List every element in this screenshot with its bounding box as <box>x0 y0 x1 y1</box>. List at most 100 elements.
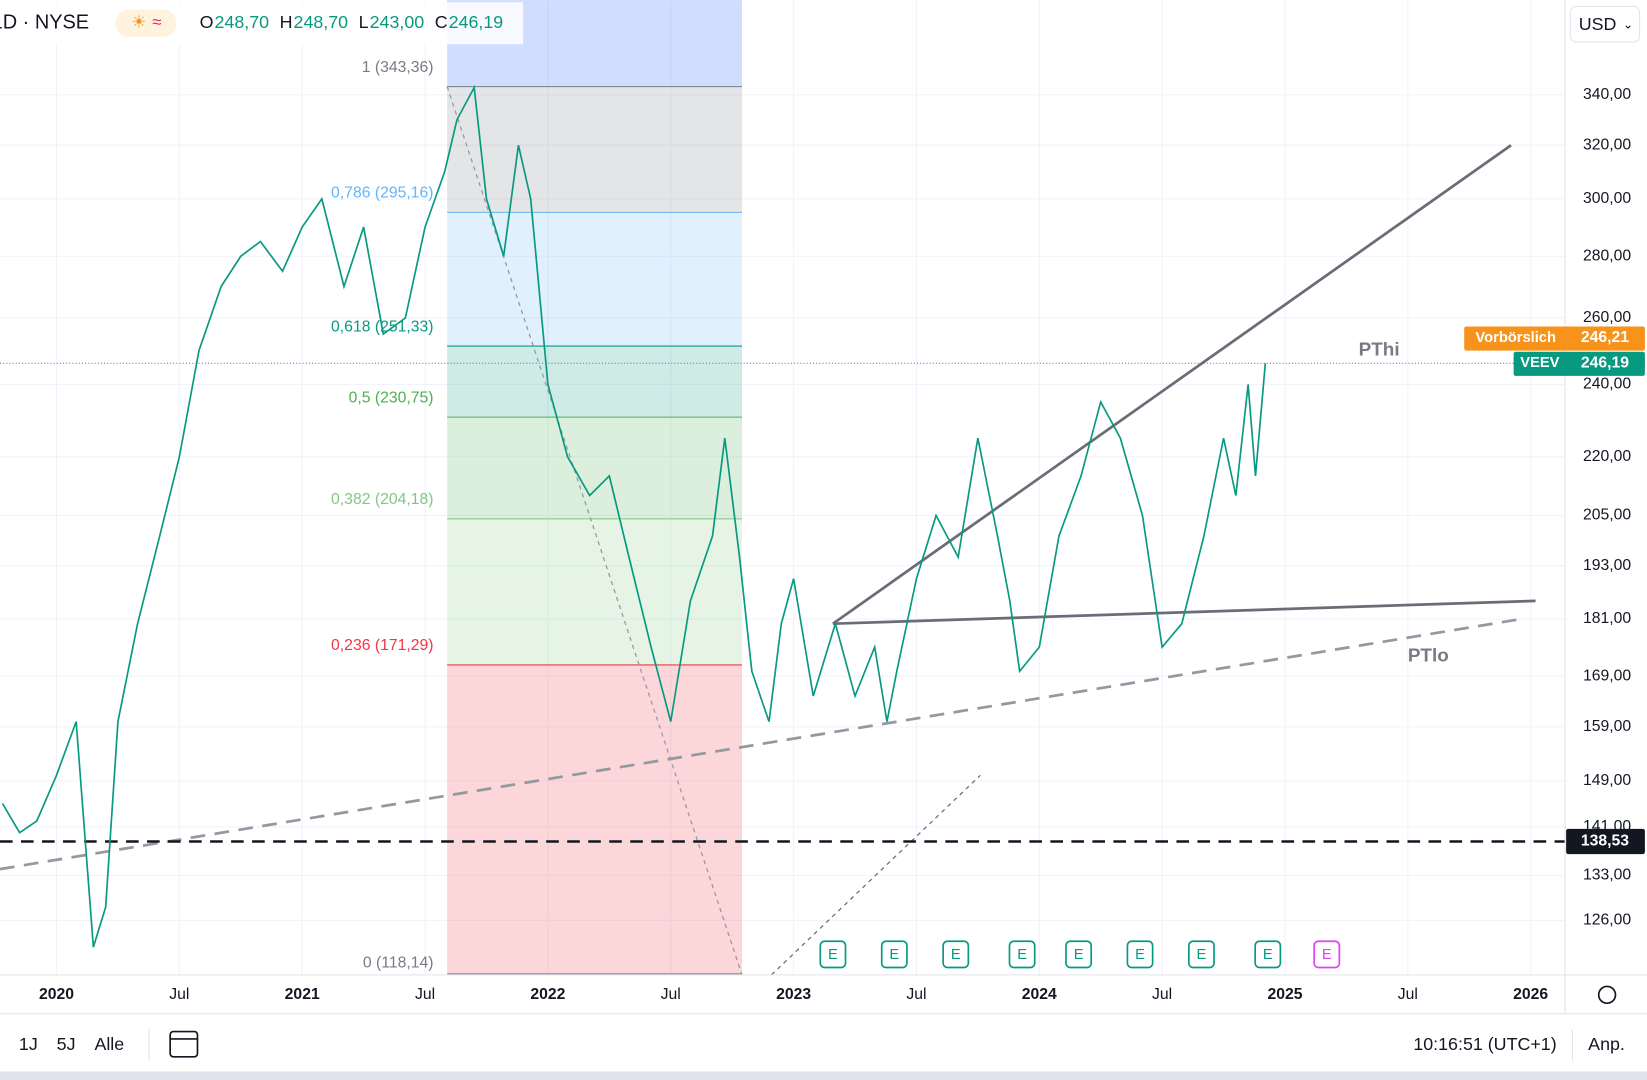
ohlc: O 248,70 H 248,70 L 243,00 C 246,19 <box>200 12 504 32</box>
x-tick-label: Jul <box>661 986 681 1003</box>
premarket-label: Vorbörslich <box>1475 330 1556 346</box>
x-tick-label: Jul <box>1398 986 1418 1003</box>
trend-line <box>771 774 981 976</box>
range-button[interactable]: 5J <box>57 1034 76 1054</box>
x-tick-label: Jul <box>415 986 435 1003</box>
calendar-icon[interactable] <box>169 1030 199 1058</box>
x-tick-label: 2025 <box>1267 986 1302 1003</box>
fib-zone <box>447 518 742 665</box>
y-tick-label: 320,00 <box>1583 136 1631 153</box>
earnings-label: E <box>1322 947 1332 963</box>
earnings-label: E <box>1135 947 1145 963</box>
earnings-marker[interactable] <box>1008 940 1036 969</box>
currency-button[interactable] <box>1569 5 1641 43</box>
sun-icon: ☀ <box>131 13 146 32</box>
earnings-marker[interactable] <box>880 940 908 969</box>
x-tick-label: 2022 <box>530 986 565 1003</box>
fib-label: 1 (343,36) <box>362 59 434 76</box>
x-tick-label: 2026 <box>1513 986 1548 1003</box>
trend-line <box>832 144 1512 625</box>
ohlc-value: 243,00 <box>370 12 425 32</box>
session-icon <box>115 9 177 37</box>
earnings-marker[interactable] <box>1313 940 1341 969</box>
y-tick-label: 300,00 <box>1583 190 1631 207</box>
chevron: ⌄ <box>1623 18 1634 32</box>
ohlc-key: H <box>280 12 293 32</box>
y-tick-label: 240,00 <box>1583 376 1631 393</box>
earnings-marker[interactable] <box>1254 940 1282 969</box>
y-tick-label: 205,00 <box>1583 507 1631 524</box>
x-tick-label: 2023 <box>776 986 811 1003</box>
premarket-tag <box>1464 326 1645 351</box>
fib-label: 0 (118,14) <box>363 955 434 972</box>
annotation: PTlo <box>1408 646 1449 667</box>
y-tick-label: 126,00 <box>1583 911 1631 928</box>
fib-zone <box>447 346 742 418</box>
plot: 1 (343,36)0,786 (295,16)0,618 (251,33)0,… <box>0 0 1566 976</box>
x-tick-label: Jul <box>1152 986 1172 1003</box>
earnings-label: E <box>1017 947 1027 963</box>
last-price-tag <box>1513 351 1645 376</box>
y-tick-label: 159,00 <box>1583 718 1631 735</box>
ohlc-value: 248,70 <box>294 12 349 32</box>
fib-label: 0,5 (230,75) <box>349 389 434 406</box>
y-tick-label: 340,00 <box>1583 86 1631 103</box>
x-tick-label: 2021 <box>285 986 320 1003</box>
fib-zone <box>447 212 742 347</box>
earnings-marker[interactable] <box>1126 940 1154 969</box>
bottom-strip <box>0 1071 1647 1080</box>
earnings-label: E <box>889 947 899 963</box>
header-bg <box>0 2 524 45</box>
ohlc-key: L <box>359 12 369 32</box>
hline-value: 138,53 <box>1581 833 1629 850</box>
fib-zone <box>447 86 742 213</box>
currency[interactable]: USD <box>1579 14 1617 34</box>
x-tick-label: 2024 <box>1022 986 1057 1003</box>
y-tick-label: 260,00 <box>1583 309 1631 326</box>
price-line <box>1 84 1267 948</box>
fib-label: 0,382 (204,18) <box>331 491 433 508</box>
earnings-label: E <box>1074 947 1084 963</box>
earnings-marker[interactable] <box>819 940 847 969</box>
earnings-marker[interactable] <box>942 940 970 969</box>
annotation: PThi <box>1359 339 1400 360</box>
earnings-marker[interactable] <box>1187 940 1215 969</box>
range-button[interactable]: 1J <box>19 1034 38 1054</box>
y-tick-label: 181,00 <box>1583 610 1631 627</box>
y-tick-label: 133,00 <box>1583 866 1631 883</box>
earnings-label: E <box>951 947 961 963</box>
x-tick-label: Jul <box>906 986 926 1003</box>
settings-icon[interactable] <box>1597 985 1617 1005</box>
ohlc-value: 246,19 <box>449 12 504 32</box>
earnings-marker[interactable] <box>1065 940 1093 969</box>
wave-icon: ≈ <box>152 13 161 32</box>
y-tick-label: 220,00 <box>1583 448 1631 465</box>
fib-zone <box>447 417 742 519</box>
clock: 10:16:51 (UTC+1) <box>1413 1034 1556 1054</box>
y-tick-label: 280,00 <box>1583 247 1631 264</box>
last-price-value: 246,19 <box>1581 354 1629 371</box>
fib-label: 0,236 (171,29) <box>331 637 433 654</box>
earnings-label: E <box>1197 947 1207 963</box>
hline-tag <box>1566 828 1645 855</box>
earnings-label: E <box>828 947 838 963</box>
symbol: 1D · NYSE <box>0 11 89 33</box>
ohlc-value: 248,70 <box>215 12 270 32</box>
adjust-button[interactable]: Anp. <box>1588 1034 1625 1054</box>
earnings-label: E <box>1263 947 1273 963</box>
series-name: VEEV <box>1520 355 1559 371</box>
trend-line <box>0 617 1522 871</box>
y-tick-label: 169,00 <box>1583 667 1631 684</box>
range-button[interactable]: Alle <box>94 1034 124 1054</box>
y-tick-label: 193,00 <box>1583 557 1631 574</box>
toolbar: 1J 5J Alle 10:16:51 (UTC+1) Anp. <box>19 1029 1625 1061</box>
x-tick-label: Jul <box>169 986 189 1003</box>
ohlc-key: O <box>200 12 214 32</box>
ohlc-key: C <box>435 12 448 32</box>
fib-zone <box>447 664 742 974</box>
premarket-value: 246,21 <box>1581 329 1629 346</box>
x-tick-label: 2020 <box>39 986 74 1003</box>
